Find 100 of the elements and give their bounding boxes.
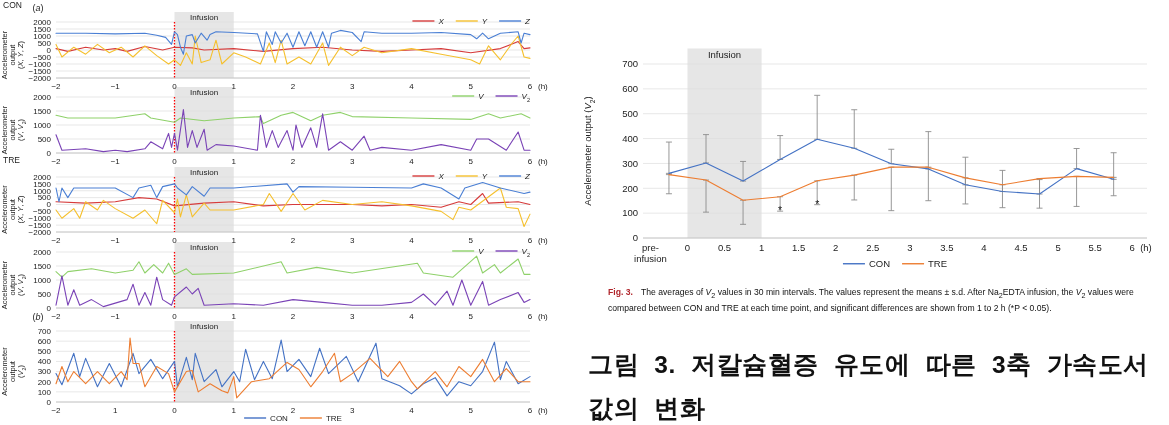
y-tick-label: 200 — [622, 182, 638, 194]
x-tick-label: −1 — [110, 82, 121, 91]
legend-label: V$_{2}$ — [521, 91, 530, 103]
band-label: Infusion — [190, 168, 219, 177]
x-tick-label: −2 — [51, 236, 62, 245]
band-label: Infusion — [190, 88, 219, 97]
legend-label: TRE — [928, 258, 948, 270]
x-tick-label: 0 — [172, 236, 178, 245]
text: Fig. 3. The averages of V$_{2}$ values in 30 min intervals. The values represent the means ± s.d. After Na$_{2}$EDTA infusion, the V$_{2}$ values were compared between CON and TRE at each time point, and significant differences are shown from 1 to 2 h (*P < 0.05). — [608, 287, 1134, 313]
legend-label: Z — [524, 171, 532, 181]
y-tick-label: 1000 — [33, 120, 52, 130]
x-tick-label: −2 — [51, 157, 62, 166]
x-tick-label: 2 — [290, 236, 296, 245]
legend-label: X — [437, 16, 445, 26]
x-tick-label: 1 — [231, 312, 237, 321]
y-tick-label: 200 — [37, 377, 52, 387]
x-axis-title: (h) — [1140, 241, 1152, 253]
x-tick-label: 3 — [350, 406, 356, 415]
x-tick-label: 0 — [172, 406, 178, 415]
x-tick-label: 0 — [684, 241, 691, 253]
y-tick-label: 0 — [46, 45, 52, 55]
x-tick-label: pre-infusion — [634, 241, 667, 265]
y-tick-label: 500 — [37, 193, 52, 203]
legend-label: Y — [481, 171, 488, 181]
x-tick-label: 5.5 — [1088, 241, 1102, 253]
x-tick-label: 1 — [113, 406, 119, 415]
x-tick-label: 0 — [172, 82, 178, 91]
x-axis-title: (h) — [538, 406, 549, 415]
y-tick-label: 400 — [622, 132, 638, 144]
x-tick-label: 2 — [833, 241, 839, 253]
y-tick-label: 1000 — [33, 275, 52, 285]
caption: 그림 3. 저칼슘혈증 유도에 따른 3축 가속도서 값의 변화 — [588, 350, 1150, 424]
y-tick-label: −1500 — [28, 66, 52, 76]
x-tick-label: 6 — [527, 236, 533, 245]
x-tick-label: 5 — [468, 82, 474, 91]
y-tick-label: 2000 — [33, 247, 52, 257]
y-tick-label: 0 — [46, 397, 52, 407]
x-tick-label: 3 — [350, 236, 356, 245]
x-tick-label: −1 — [110, 157, 121, 166]
x-tick-label: 6 — [527, 82, 533, 91]
x-tick-label: 4 — [409, 312, 415, 321]
x-tick-label: 5 — [468, 157, 474, 166]
x-tick-label: 1 — [231, 406, 237, 415]
text: (a) — [32, 3, 44, 13]
x-tick-label: 1 — [231, 157, 237, 166]
x-tick-label: 6 — [1129, 241, 1135, 253]
legend-label: V$_{2}$ — [521, 246, 530, 258]
x-tick-label: −2 — [51, 312, 62, 321]
x-tick-label: 4 — [409, 406, 415, 415]
y-tick-label: 100 — [37, 387, 52, 397]
legend-label: TRE — [325, 413, 342, 423]
band-label: Infusion — [190, 322, 219, 331]
x-tick-label: 5 — [468, 312, 474, 321]
x-axis-title: (h) — [538, 82, 549, 91]
annotation: * — [815, 198, 820, 211]
x-tick-label: 3.5 — [940, 241, 954, 253]
x-tick-label: 0.5 — [717, 241, 732, 253]
x-tick-label: 3 — [350, 157, 356, 166]
x-tick-label: 1 — [231, 236, 237, 245]
x-tick-label: 2 — [290, 406, 296, 415]
x-tick-label: 4 — [409, 82, 415, 91]
y-tick-label: 500 — [622, 108, 638, 120]
legend-label: V — [478, 246, 485, 256]
x-axis-title: (h) — [538, 157, 549, 166]
x-tick-label: −2 — [51, 406, 62, 415]
x-tick-label: 1 — [231, 82, 237, 91]
y-tick-label: 1500 — [33, 24, 52, 34]
legend-label: Y — [481, 16, 488, 26]
legend-label: CON — [270, 413, 289, 423]
chart-title: CON — [3, 0, 22, 10]
y-tick-label: 1000 — [33, 31, 52, 41]
x-tick-label: 6 — [527, 157, 533, 166]
y-tick-label: 300 — [37, 367, 52, 377]
x-tick-label: 3 — [350, 82, 356, 91]
y-tick-label: −1000 — [28, 59, 52, 69]
x-tick-label: 2 — [290, 82, 296, 91]
x-tick-label: 6 — [527, 312, 533, 321]
band-label: Infusion — [190, 13, 219, 22]
text: (b) — [32, 312, 44, 322]
y-tick-label: 0 — [46, 303, 52, 313]
x-tick-label: 5 — [468, 406, 474, 415]
x-tick-label: 2.5 — [866, 241, 880, 253]
x-tick-label: −2 — [51, 82, 62, 91]
y-tick-label: 1500 — [33, 106, 52, 116]
y-tick-label: 500 — [37, 347, 52, 357]
y-tick-label: 1500 — [33, 179, 52, 189]
band-label: Infusion — [190, 243, 219, 252]
y-tick-label: 100 — [622, 207, 638, 219]
x-tick-label: 4.5 — [1014, 241, 1028, 253]
y-tick-label: 500 — [37, 289, 52, 299]
y-tick-label: 2000 — [33, 172, 52, 182]
x-tick-label: 4 — [981, 241, 987, 253]
legend-label: X — [437, 171, 445, 181]
x-tick-label: 4 — [409, 157, 415, 166]
y-tick-label: 500 — [37, 38, 52, 48]
x-axis-title: (h) — [538, 312, 549, 321]
x-tick-label: 2 — [290, 312, 296, 321]
y-tick-label: 600 — [622, 83, 638, 95]
x-tick-label: 1.5 — [792, 241, 806, 253]
legend-label: V — [478, 91, 485, 101]
